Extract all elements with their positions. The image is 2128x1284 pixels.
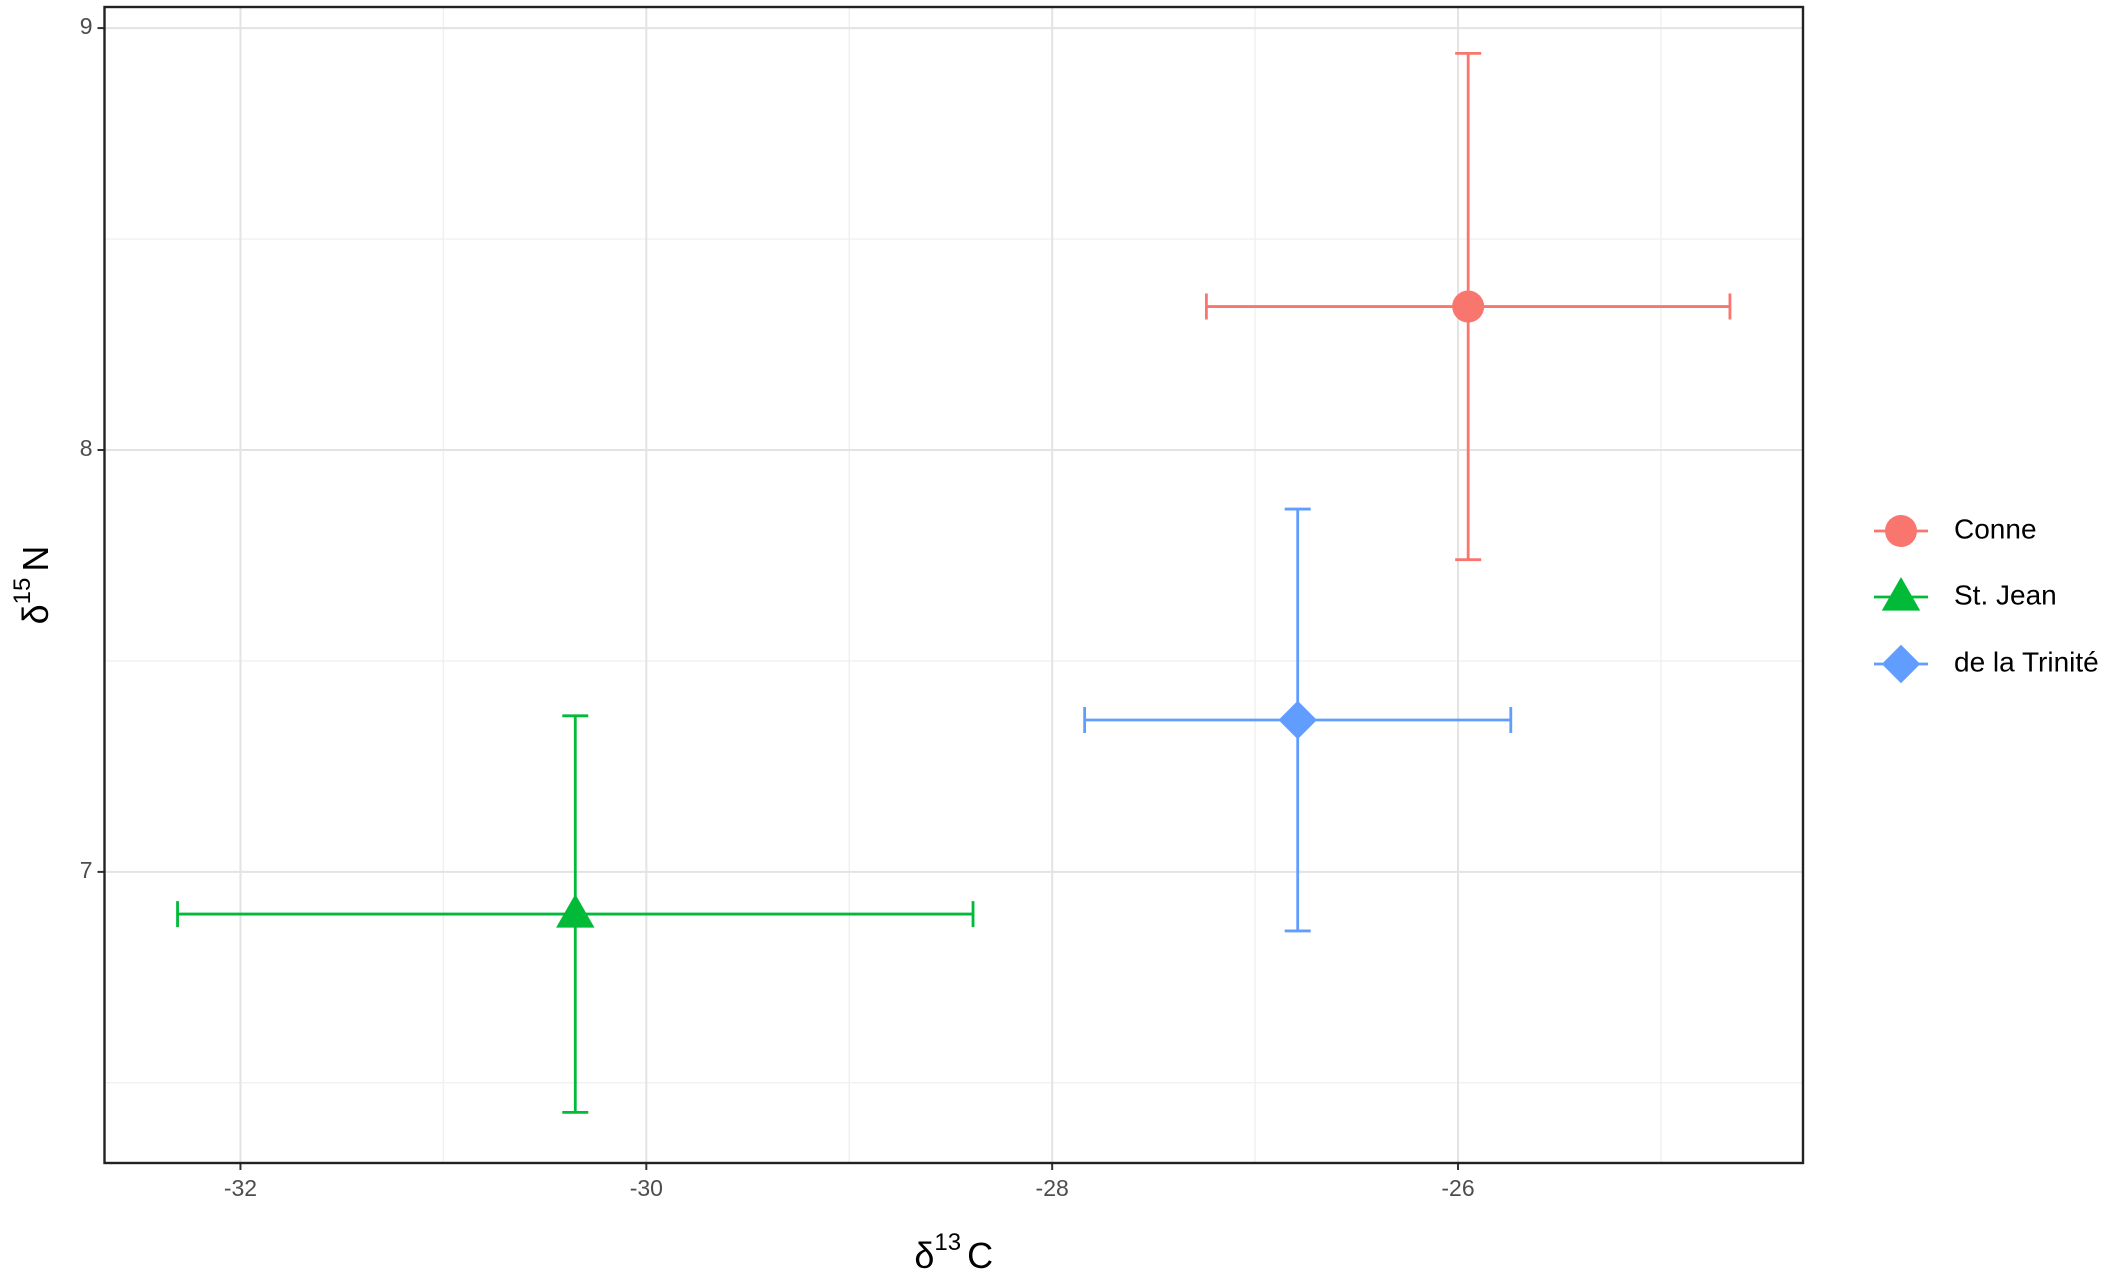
point bbox=[556, 894, 595, 928]
legend-key-marker bbox=[1881, 577, 1921, 611]
y-tick-label: 8 bbox=[80, 435, 93, 461]
x-axis-title: δ13 C bbox=[914, 1229, 993, 1275]
y-tick-label: 9 bbox=[80, 13, 93, 39]
legend-label: Conne bbox=[1954, 513, 2037, 544]
y-tick-label: 7 bbox=[80, 857, 93, 883]
y-axis-title: δ15 N bbox=[9, 546, 55, 625]
legend-key-marker bbox=[1885, 515, 1917, 547]
x-tick-label: -32 bbox=[224, 1175, 257, 1201]
x-axis-title-part: C bbox=[967, 1235, 993, 1276]
legend-label: de la Trinité bbox=[1954, 646, 2099, 677]
plot-background bbox=[104, 7, 1803, 1163]
x-axis-title-part: 13 bbox=[934, 1229, 961, 1256]
y-axis-title-part: N bbox=[15, 546, 56, 572]
y-axis-title-part: 15 bbox=[9, 578, 36, 605]
x-axis-title-part: δ bbox=[914, 1235, 934, 1276]
x-tick-label: -26 bbox=[1441, 1175, 1474, 1201]
legend-label: St. Jean bbox=[1954, 579, 2057, 610]
point bbox=[1452, 290, 1485, 323]
y-axis-title-part: δ bbox=[15, 604, 56, 624]
x-tick-label: -28 bbox=[1036, 1175, 1069, 1201]
legend-key-marker bbox=[1881, 644, 1921, 684]
x-tick-label: -30 bbox=[630, 1175, 663, 1201]
plot-border bbox=[103, 5, 1805, 1165]
point bbox=[1278, 700, 1317, 740]
